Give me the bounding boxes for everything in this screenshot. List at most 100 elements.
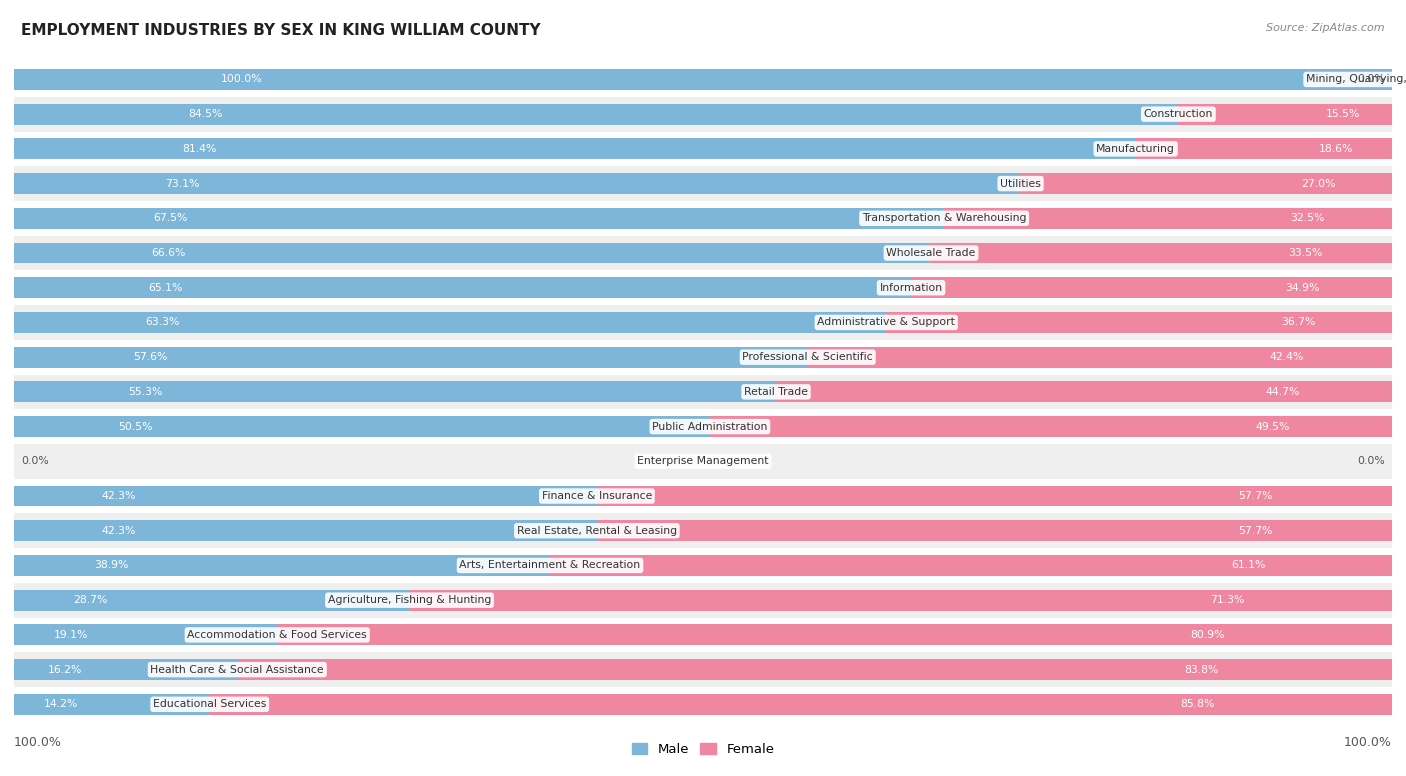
Text: Information: Information — [880, 282, 942, 293]
Text: Administrative & Support: Administrative & Support — [817, 317, 955, 327]
Text: 61.1%: 61.1% — [1232, 560, 1265, 570]
Text: 84.5%: 84.5% — [188, 109, 224, 120]
Text: 57.6%: 57.6% — [134, 352, 167, 362]
Text: 19.1%: 19.1% — [53, 630, 89, 640]
Text: 44.7%: 44.7% — [1265, 387, 1299, 397]
Legend: Male, Female: Male, Female — [626, 738, 780, 761]
Text: Arts, Entertainment & Recreation: Arts, Entertainment & Recreation — [460, 560, 641, 570]
Text: Accommodation & Food Services: Accommodation & Food Services — [187, 630, 367, 640]
Text: 34.9%: 34.9% — [1285, 282, 1320, 293]
Text: 14.2%: 14.2% — [44, 699, 77, 709]
Bar — [911, 277, 1392, 298]
Bar — [14, 312, 886, 333]
Text: 73.1%: 73.1% — [165, 178, 200, 189]
Text: 0.0%: 0.0% — [1357, 74, 1385, 85]
Text: Transportation & Warehousing: Transportation & Warehousing — [862, 213, 1026, 223]
Text: 100.0%: 100.0% — [1344, 736, 1392, 749]
Text: 57.7%: 57.7% — [1239, 526, 1272, 535]
Text: 55.3%: 55.3% — [128, 387, 163, 397]
Text: Professional & Scientific: Professional & Scientific — [742, 352, 873, 362]
Bar — [14, 659, 238, 680]
Bar — [14, 687, 1392, 722]
Text: Finance & Insurance: Finance & Insurance — [541, 491, 652, 501]
Bar — [931, 243, 1392, 263]
Text: 100.0%: 100.0% — [14, 736, 62, 749]
Text: Mining, Quarrying, & Extraction: Mining, Quarrying, & Extraction — [1306, 74, 1406, 85]
Bar — [14, 131, 1392, 166]
Bar — [14, 305, 1392, 340]
Bar — [807, 347, 1392, 368]
Bar — [14, 375, 1392, 409]
Bar — [14, 694, 209, 715]
Bar — [209, 694, 1392, 715]
Text: Construction: Construction — [1143, 109, 1213, 120]
Text: Public Administration: Public Administration — [652, 421, 768, 431]
Text: 38.9%: 38.9% — [94, 560, 129, 570]
Text: 83.8%: 83.8% — [1184, 664, 1219, 674]
Bar — [238, 659, 1392, 680]
Bar — [14, 173, 1021, 194]
Text: Health Care & Social Assistance: Health Care & Social Assistance — [150, 664, 325, 674]
Bar — [14, 104, 1178, 125]
Bar — [886, 312, 1392, 333]
Bar — [14, 653, 1392, 687]
Text: 33.5%: 33.5% — [1288, 248, 1323, 258]
Text: Source: ZipAtlas.com: Source: ZipAtlas.com — [1267, 23, 1385, 33]
Bar — [409, 590, 1392, 611]
Bar — [598, 521, 1392, 541]
Text: Agriculture, Fishing & Hunting: Agriculture, Fishing & Hunting — [328, 595, 491, 605]
Text: 32.5%: 32.5% — [1291, 213, 1324, 223]
Text: 63.3%: 63.3% — [145, 317, 179, 327]
Bar — [14, 97, 1392, 131]
Text: 42.4%: 42.4% — [1270, 352, 1305, 362]
Bar — [14, 416, 710, 437]
Text: Utilities: Utilities — [1000, 178, 1040, 189]
Bar — [277, 625, 1392, 646]
Bar — [14, 340, 1392, 375]
Bar — [14, 270, 1392, 305]
Bar — [710, 416, 1392, 437]
Text: Real Estate, Rental & Leasing: Real Estate, Rental & Leasing — [517, 526, 676, 535]
Bar — [1136, 138, 1392, 159]
Bar — [14, 69, 1392, 90]
Text: 15.5%: 15.5% — [1326, 109, 1360, 120]
Bar — [14, 521, 598, 541]
Text: 49.5%: 49.5% — [1256, 421, 1289, 431]
Bar — [14, 208, 945, 229]
Bar — [14, 514, 1392, 548]
Text: 100.0%: 100.0% — [221, 74, 263, 85]
Text: 0.0%: 0.0% — [21, 456, 49, 466]
Text: 42.3%: 42.3% — [101, 491, 136, 501]
Text: 81.4%: 81.4% — [183, 144, 217, 154]
Bar — [14, 444, 1392, 479]
Bar — [945, 208, 1392, 229]
Bar — [598, 486, 1392, 507]
Bar — [14, 236, 1392, 270]
Text: 66.6%: 66.6% — [152, 248, 186, 258]
Text: 16.2%: 16.2% — [48, 664, 82, 674]
Text: 67.5%: 67.5% — [153, 213, 188, 223]
Bar — [1019, 173, 1392, 194]
Bar — [1178, 104, 1392, 125]
Bar — [14, 409, 1392, 444]
Bar — [14, 583, 1392, 618]
Bar — [14, 382, 776, 402]
Bar — [14, 479, 1392, 514]
Text: Wholesale Trade: Wholesale Trade — [886, 248, 976, 258]
Text: 27.0%: 27.0% — [1302, 178, 1336, 189]
Bar — [14, 347, 807, 368]
Bar — [776, 382, 1392, 402]
Text: 57.7%: 57.7% — [1239, 491, 1272, 501]
Text: 0.0%: 0.0% — [1357, 456, 1385, 466]
Text: 42.3%: 42.3% — [101, 526, 136, 535]
Text: 50.5%: 50.5% — [118, 421, 153, 431]
Bar — [14, 618, 1392, 653]
Text: 71.3%: 71.3% — [1211, 595, 1244, 605]
Text: 36.7%: 36.7% — [1282, 317, 1316, 327]
Text: EMPLOYMENT INDUSTRIES BY SEX IN KING WILLIAM COUNTY: EMPLOYMENT INDUSTRIES BY SEX IN KING WIL… — [21, 23, 541, 38]
Bar — [14, 62, 1392, 97]
Text: 28.7%: 28.7% — [73, 595, 108, 605]
Bar — [14, 166, 1392, 201]
Bar — [14, 201, 1392, 236]
Bar — [14, 243, 932, 263]
